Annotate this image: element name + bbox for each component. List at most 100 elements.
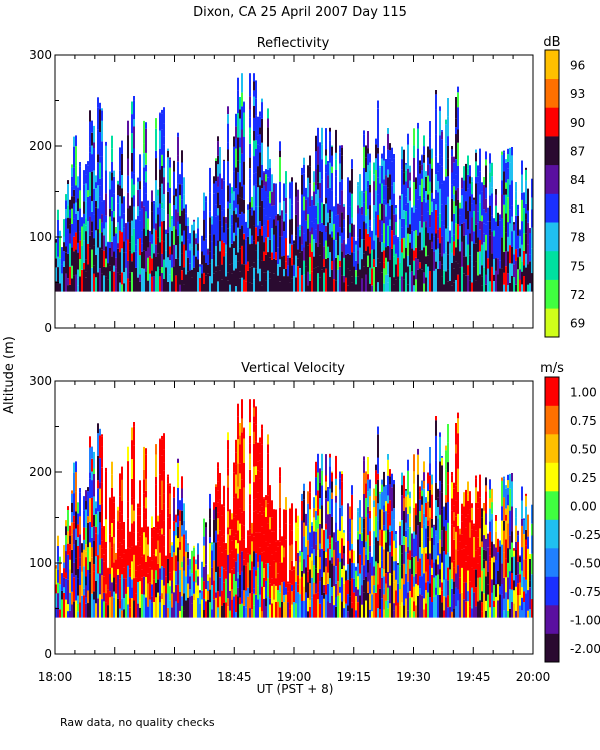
heatmap-cell [237, 217, 239, 228]
velocity-title: Vertical Velocity [241, 361, 345, 376]
heatmap-cell [461, 177, 463, 189]
heatmap-cell [149, 241, 151, 257]
heatmap-cell [279, 181, 281, 203]
heatmap-cell [441, 139, 443, 158]
heatmap-cell [419, 499, 421, 511]
heatmap-cell [105, 179, 107, 194]
colorbar-swatch [545, 576, 559, 606]
heatmap-cell [409, 224, 411, 235]
heatmap-cell [175, 245, 177, 259]
heatmap-cell [215, 271, 217, 292]
heatmap-cell [67, 253, 69, 279]
heatmap-cell [243, 102, 245, 113]
heatmap-cell [197, 243, 199, 251]
colorbar-label: 0.00 [570, 499, 597, 513]
heatmap-cell [487, 594, 489, 618]
heatmap-cell [393, 214, 395, 236]
heatmap-cell [293, 569, 295, 591]
heatmap-cell [509, 608, 511, 618]
heatmap-cell [167, 257, 169, 268]
heatmap-cell [235, 255, 237, 269]
heatmap-cell [253, 81, 255, 91]
heatmap-cell [475, 204, 477, 225]
heatmap-cell [307, 177, 309, 198]
heatmap-cell [323, 551, 325, 573]
heatmap-cell [497, 274, 499, 292]
heatmap-cell [77, 578, 79, 596]
heatmap-cell [171, 556, 173, 581]
heatmap-cell [159, 552, 161, 569]
heatmap-cell [283, 276, 285, 292]
heatmap-cell [531, 227, 533, 249]
heatmap-cell [219, 270, 221, 292]
heatmap-cell [269, 604, 271, 618]
heatmap-cell [227, 475, 229, 488]
heatmap-cell [521, 221, 523, 245]
heatmap-cell [267, 252, 269, 271]
heatmap-cell [257, 273, 259, 292]
heatmap-cell [531, 574, 533, 600]
heatmap-cell [229, 247, 231, 265]
heatmap-cell [403, 498, 405, 511]
colorbar-label: 0.25 [570, 471, 597, 485]
heatmap-cell [313, 565, 315, 583]
heatmap-cell [467, 265, 469, 276]
heatmap-cell [421, 480, 423, 482]
heatmap-cell [237, 498, 239, 521]
heatmap-cell [439, 268, 441, 292]
heatmap-cell [227, 606, 229, 618]
heatmap-cell [421, 170, 423, 179]
heatmap-cell [465, 201, 467, 220]
heatmap-cell [265, 280, 267, 292]
heatmap-cell [265, 181, 267, 191]
heatmap-cell [127, 547, 129, 566]
heatmap-cell [313, 497, 315, 509]
heatmap-cell [477, 182, 479, 197]
heatmap-cell [335, 541, 337, 567]
heatmap-cell [487, 547, 489, 572]
heatmap-cell [371, 575, 373, 595]
heatmap-cell [175, 275, 177, 292]
heatmap-cell [435, 482, 437, 501]
heatmap-cell [233, 136, 235, 147]
heatmap-cell [61, 264, 63, 274]
heatmap-cell [337, 269, 339, 292]
heatmap-cell [365, 157, 367, 173]
heatmap-cell [109, 568, 111, 574]
heatmap-cell [485, 538, 487, 551]
heatmap-cell [325, 584, 327, 595]
heatmap-cell [157, 195, 159, 208]
heatmap-cell [237, 90, 239, 114]
heatmap-cell [413, 157, 415, 182]
heatmap-cell [471, 567, 473, 588]
heatmap-cell [163, 241, 165, 260]
heatmap-cell [197, 228, 199, 244]
heatmap-cell [507, 179, 509, 198]
heatmap-cell [311, 234, 313, 252]
heatmap-cell [375, 144, 377, 159]
figure-title: Dixon, CA 25 April 2007 Day 115 [193, 5, 407, 20]
heatmap-cell [233, 210, 235, 233]
heatmap-cell [113, 170, 115, 172]
heatmap-cell [231, 273, 233, 292]
heatmap-cell [477, 508, 479, 523]
heatmap-cell [431, 201, 433, 212]
heatmap-cell [121, 153, 123, 175]
heatmap-cell [387, 274, 389, 283]
heatmap-cell [171, 254, 173, 268]
heatmap-cell [101, 273, 103, 292]
heatmap-cell [319, 498, 321, 509]
heatmap-cell [213, 519, 215, 543]
heatmap-cell [479, 546, 481, 556]
heatmap-cell [303, 157, 305, 165]
heatmap-cell [383, 262, 385, 269]
heatmap-cell [119, 476, 121, 497]
heatmap-cell [409, 265, 411, 273]
heatmap-cell [437, 269, 439, 292]
heatmap-cell [303, 483, 305, 491]
heatmap-cell [235, 439, 237, 453]
heatmap-cell [261, 226, 263, 236]
heatmap-cell [59, 584, 61, 610]
heatmap-cell [249, 504, 251, 529]
heatmap-cell [277, 214, 279, 221]
